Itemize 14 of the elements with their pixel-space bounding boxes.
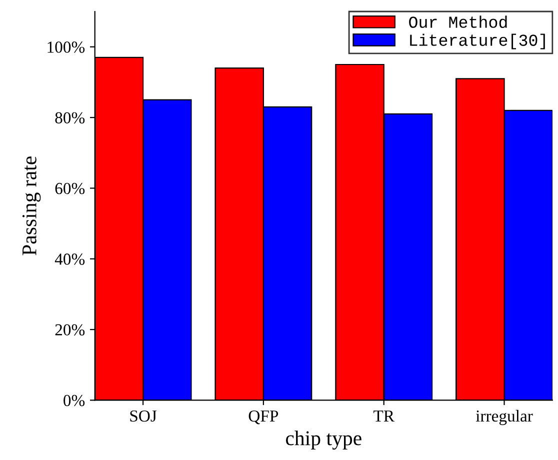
- x-axis-title: chip type: [286, 430, 362, 450]
- x-tick-label: TR: [374, 410, 394, 422]
- y-axis-title: Passing rate: [22, 156, 41, 256]
- x-tick-label: QFP: [248, 410, 278, 424]
- legend-label: Our Method: [409, 16, 507, 28]
- y-tick-label: 0%: [64, 394, 85, 406]
- y-tick-label: 80%: [55, 112, 85, 124]
- y-tick-label: 100%: [48, 42, 85, 53]
- y-tick-label: 40%: [54, 254, 85, 265]
- y-tick-label: 60%: [55, 182, 85, 194]
- x-tick-label: irregular: [476, 410, 533, 426]
- legend-label: Literature[30]: [410, 34, 545, 50]
- x-tick-label: SOJ: [130, 410, 157, 422]
- y-tick-label: 20%: [55, 324, 85, 336]
